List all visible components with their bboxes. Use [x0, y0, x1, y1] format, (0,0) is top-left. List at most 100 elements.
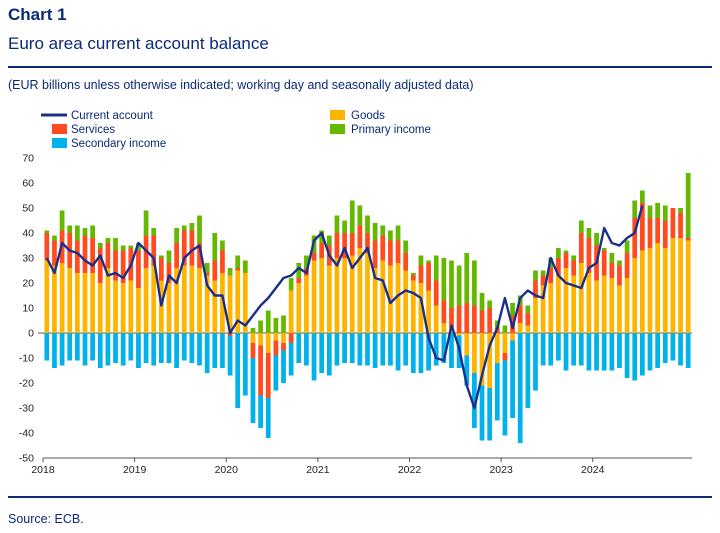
bar-goods: [74, 273, 80, 333]
bar-goods: [410, 280, 416, 333]
legend: Current account Goods Services Primary i…: [41, 110, 431, 150]
y-tick-label: 30: [22, 253, 34, 265]
bar-services: [258, 345, 263, 396]
legend-swatch-goods: [330, 110, 345, 120]
y-tick-label: -50: [19, 453, 34, 465]
bottom-divider: [8, 496, 712, 498]
bar-primary-income: [220, 240, 225, 251]
bar-goods: [586, 273, 592, 333]
bar-goods: [326, 265, 332, 333]
x-tick-label: 2019: [123, 464, 147, 475]
bar-goods: [158, 280, 164, 333]
bar-secondary-income: [128, 333, 134, 361]
bar-primary-income: [388, 230, 393, 241]
chart-title: Euro area current account balance: [8, 34, 269, 53]
bar-secondary-income: [288, 343, 294, 376]
bar-goods: [82, 273, 88, 333]
bar-goods: [90, 273, 95, 333]
bar-services: [655, 218, 661, 243]
bar-services: [273, 340, 279, 356]
x-tick-label: 2020: [215, 464, 239, 475]
bar-primary-income: [655, 203, 661, 218]
bar-services: [472, 305, 477, 333]
bar-secondary-income: [433, 333, 439, 366]
bar-secondary-income: [510, 340, 515, 418]
bar-services: [640, 203, 645, 251]
bar-services: [197, 243, 202, 268]
bar-goods: [304, 275, 309, 333]
bar-secondary-income: [662, 333, 668, 363]
bar-secondary-income: [426, 333, 431, 371]
bar-primary-income: [204, 263, 210, 273]
bar-secondary-income: [52, 333, 57, 368]
bar-services: [556, 258, 561, 276]
bar-services: [678, 213, 683, 238]
bar-services: [151, 235, 157, 266]
bar-primary-income: [410, 273, 416, 276]
bar-services: [464, 303, 470, 333]
bar-goods: [533, 298, 538, 333]
bar-secondary-income: [349, 333, 355, 363]
bar-services: [158, 258, 164, 281]
bar-services: [586, 238, 592, 273]
bar-secondary-income: [365, 333, 370, 366]
bar-goods: [258, 333, 263, 346]
legend-label-primary-income: Primary income: [351, 124, 431, 136]
bar-services: [120, 250, 126, 283]
bar-goods: [670, 238, 676, 333]
bar-secondary-income: [273, 355, 279, 391]
bar-secondary-income: [166, 333, 172, 363]
bar-primary-income: [433, 255, 439, 281]
bar-goods: [426, 290, 431, 333]
bar-secondary-income: [670, 333, 676, 361]
bar-goods: [311, 260, 317, 333]
y-tick-label: 0: [28, 328, 34, 340]
bar-primary-income: [250, 328, 256, 333]
bar-goods: [441, 323, 447, 333]
bar-primary-income: [357, 205, 363, 226]
bar-primary-income: [296, 263, 302, 278]
bar-services: [388, 240, 393, 266]
bar-primary-income: [59, 210, 65, 231]
bar-primary-income: [143, 210, 149, 236]
bar-primary-income: [281, 315, 286, 333]
bar-services: [403, 253, 409, 271]
bar-goods: [97, 283, 103, 333]
bar-services: [181, 230, 187, 266]
legend-label-services: Services: [71, 124, 115, 136]
bar-services: [105, 243, 111, 268]
bar-primary-income: [395, 225, 401, 241]
bar-secondary-income: [143, 333, 149, 363]
bar-goods: [632, 258, 638, 333]
bar-primary-income: [365, 215, 370, 233]
bar-services: [525, 313, 531, 326]
bar-services: [441, 300, 447, 323]
bar-primary-income: [44, 230, 50, 233]
legend-swatch-primary-income: [330, 124, 345, 134]
top-divider: [8, 66, 712, 68]
bar-secondary-income: [571, 333, 577, 366]
bar-primary-income: [128, 245, 134, 248]
bar-services: [227, 333, 233, 336]
bar-secondary-income: [403, 333, 409, 366]
bar-primary-income: [304, 255, 309, 268]
bar-services: [533, 280, 538, 298]
legend-swatch-secondary-income: [52, 138, 67, 148]
bar-secondary-income: [380, 333, 386, 366]
bar-primary-income: [624, 240, 630, 253]
bar-secondary-income: [609, 333, 615, 371]
bar-goods: [418, 283, 424, 333]
bar-goods: [372, 268, 378, 333]
bar-primary-income: [456, 265, 462, 306]
bar-services: [601, 250, 607, 276]
bar-services: [334, 233, 340, 258]
bar-services: [288, 333, 294, 343]
bar-goods: [609, 278, 615, 333]
bar-goods: [494, 333, 500, 363]
bar-secondary-income: [372, 333, 378, 368]
bar-primary-income: [273, 318, 279, 333]
bar-secondary-income: [533, 333, 538, 391]
bar-goods: [647, 248, 653, 333]
bar-services: [647, 218, 653, 248]
bar-secondary-income: [105, 333, 111, 366]
